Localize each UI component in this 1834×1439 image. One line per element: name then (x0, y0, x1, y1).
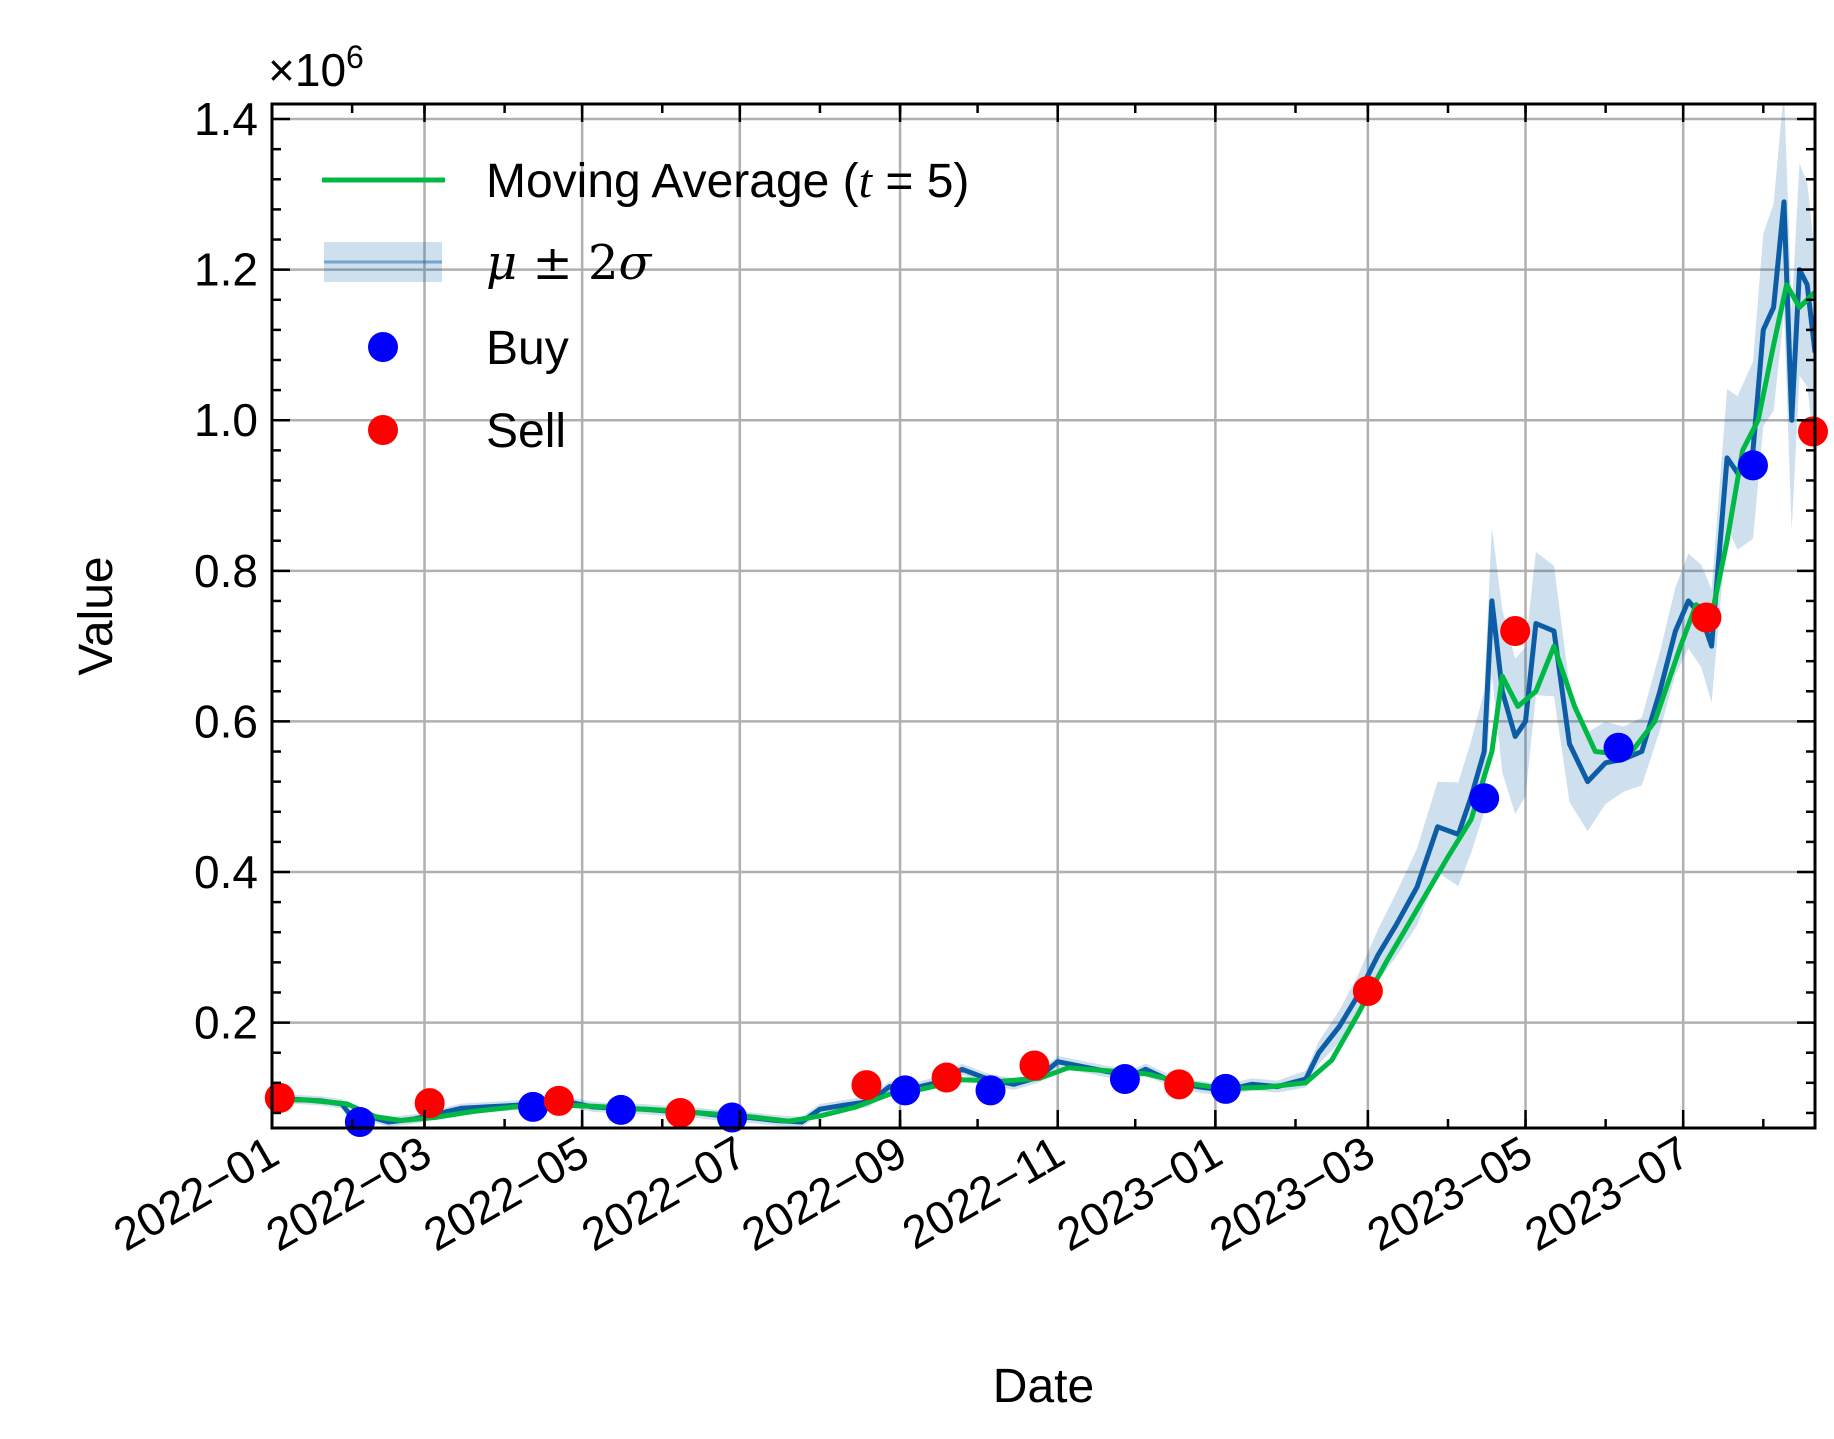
sell-marker (415, 1088, 445, 1118)
legend-sell-swatch (368, 415, 398, 445)
y-tick-label: 1.2 (194, 244, 258, 296)
legend-buy-swatch (368, 332, 398, 362)
buy-marker (1469, 783, 1499, 813)
sell-marker (851, 1070, 881, 1100)
legend-moving-average-label: Moving Average (t = 5) (486, 155, 969, 208)
sell-marker (265, 1083, 295, 1113)
y-tick-label: 1.0 (194, 394, 258, 446)
buy-marker (1604, 733, 1634, 763)
sell-marker (1691, 603, 1721, 633)
buy-marker (890, 1075, 920, 1105)
y-tick-label: 0.4 (194, 846, 258, 898)
legend-band-label: μ ± 2σ (486, 235, 652, 291)
sell-marker (1500, 616, 1530, 646)
sell-marker (1019, 1051, 1049, 1081)
sell-marker (932, 1063, 962, 1093)
sell-marker (665, 1098, 695, 1128)
x-axis-label: Date (993, 1360, 1094, 1413)
buy-marker (1211, 1074, 1241, 1104)
buy-marker (518, 1092, 548, 1122)
sell-marker (544, 1086, 574, 1116)
buy-marker (976, 1075, 1006, 1105)
y-tick-label: 0.2 (194, 997, 258, 1049)
y-tick-label: 1.4 (194, 93, 258, 145)
buy-marker (345, 1107, 375, 1137)
y-axis-label: Value (70, 556, 123, 675)
y-tick-label: 0.6 (194, 695, 258, 747)
legend-buy-label: Buy (486, 322, 569, 375)
buy-marker (1738, 450, 1768, 480)
sell-marker (1164, 1069, 1194, 1099)
buy-marker (1110, 1064, 1140, 1094)
buy-marker (606, 1095, 636, 1125)
legend-sell-label: Sell (486, 405, 566, 458)
y-tick-label: 0.8 (194, 545, 258, 597)
sell-marker (1353, 976, 1383, 1006)
